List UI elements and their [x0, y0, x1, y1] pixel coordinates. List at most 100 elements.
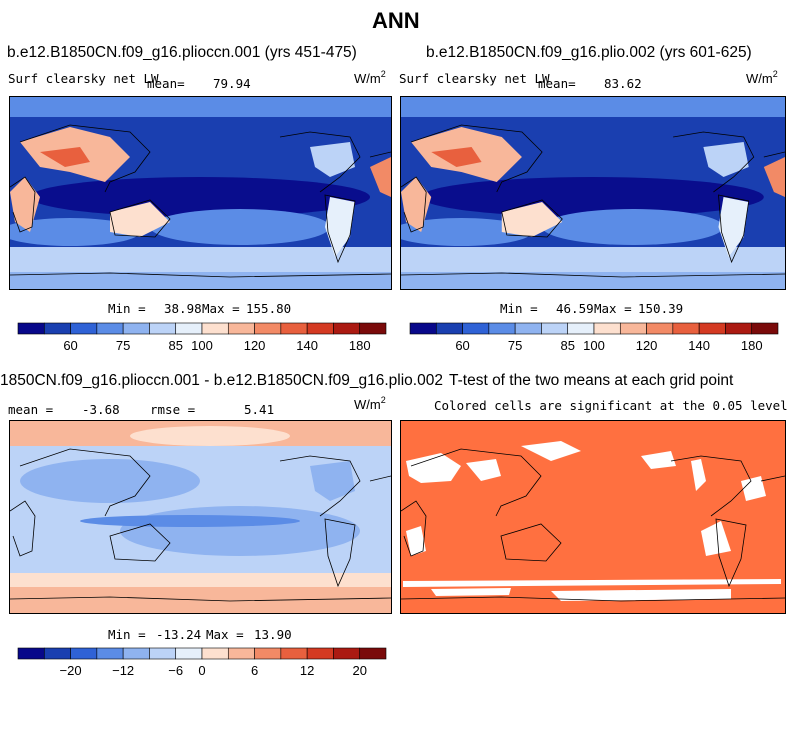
panel1-min-label: Min =	[108, 301, 146, 316]
colorbar-swatch	[306, 647, 334, 660]
colorbar-tick-label: 75	[116, 338, 130, 353]
colorbar-swatch	[201, 647, 229, 660]
panel1-case-title: b.e12.B1850CN.f09_g16.pliocсn.001 (yrs 4…	[7, 44, 357, 61]
colorbar-swatch	[254, 322, 282, 335]
map-southamerica	[325, 197, 355, 257]
colorbar-swatch	[409, 322, 437, 335]
panel3-colorbar: −20 −12 −6 0 6 12 20	[17, 647, 387, 678]
map-australia	[501, 202, 563, 237]
panel1-colorbar: 60 75 85 100 120 140 180	[17, 322, 387, 353]
panel4-map-svg	[401, 421, 785, 613]
colorbar-swatch	[359, 647, 387, 660]
map-subtropic-indian	[10, 218, 140, 246]
colorbar-swatch	[280, 322, 308, 335]
panel3-map	[9, 420, 392, 614]
panel2-units-base: W/m	[746, 71, 773, 86]
colorbar-swatch	[488, 322, 516, 335]
map-coastlines	[401, 124, 785, 278]
colorbar-swatch	[175, 647, 203, 660]
colorbar-swatch	[17, 322, 45, 335]
colorbar-tick-label: −12	[112, 663, 134, 678]
panel2-colorbar: 60 75 85 100 120 140 180	[409, 322, 779, 353]
panel3-mean-value: -3.68	[82, 402, 120, 417]
map-subtropic-pacific	[542, 209, 724, 245]
panel3-rmse-label: rmse =	[150, 402, 196, 417]
colorbar-swatch	[333, 322, 361, 335]
colorbar-swatch	[122, 647, 150, 660]
colorbar-swatch	[149, 322, 177, 335]
panel4-case-title: T-test of the two means at each grid poi…	[449, 372, 734, 389]
colorbar-swatch	[333, 647, 361, 660]
colorbar-tick-label: 85	[168, 338, 182, 353]
colorbar-tick-label: −20	[60, 663, 82, 678]
colorbar-swatch	[567, 322, 595, 335]
colorbar-swatch	[96, 322, 124, 335]
panel1-units: W/m2	[354, 69, 386, 86]
colorbar-swatch	[96, 647, 124, 660]
panel2-variable-label: Surf clearsky net LW	[399, 71, 550, 86]
colorbar-swatch	[227, 647, 255, 660]
colorbar-swatch	[149, 647, 177, 660]
colorbar-swatch	[514, 322, 542, 335]
map-itcz-diff	[80, 515, 300, 527]
colorbar-swatch	[672, 322, 700, 335]
panel1-units-exp: 2	[380, 69, 386, 79]
colorbar-swatch	[619, 322, 647, 335]
map-southamerica	[718, 197, 749, 257]
colorbar-swatch	[751, 322, 779, 335]
panel2-min-value: 46.59	[556, 301, 594, 316]
map-tropical-low	[30, 177, 370, 217]
map-north-pacific	[20, 459, 200, 503]
panel2-units: W/m2	[746, 69, 778, 86]
colorbar-tick-label: −6	[168, 663, 183, 678]
colorbar-swatch	[201, 322, 229, 335]
colorbar-tick-label: 12	[300, 663, 314, 678]
colorbar-swatch	[175, 322, 203, 335]
colorbar-tick-label: 60	[455, 338, 469, 353]
map-antarctic-band	[10, 272, 391, 289]
map-coastlines	[10, 124, 391, 278]
colorbar-swatch	[646, 322, 674, 335]
map-arctic-band	[10, 97, 391, 117]
map-southern-warm	[10, 573, 391, 587]
map-asia-hot	[431, 147, 482, 167]
colorbar-tick-label: 100	[583, 338, 605, 353]
panel1-map-svg	[10, 97, 391, 289]
colorbar-tick-label: 75	[508, 338, 522, 353]
colorbar-swatch	[70, 647, 98, 660]
panel3-mean-label: mean =	[8, 402, 54, 417]
colorbar-tick-label: 100	[191, 338, 213, 353]
map-northamerica	[310, 142, 355, 177]
panel2-mean-label: mean=	[538, 76, 576, 91]
map-australia	[110, 202, 170, 237]
panel1-mean-label: mean=	[147, 76, 185, 91]
panel2-min-label: Min =	[500, 301, 538, 316]
map-na-diff	[310, 461, 355, 501]
colorbar-tick-label: 180	[741, 338, 763, 353]
panel2-case-title: b.e12.B1850CN.f09_g16.plio.002 (yrs 601-…	[426, 44, 752, 61]
colorbar-tick-label: 120	[244, 338, 266, 353]
panel2-max-label: Max =	[594, 301, 632, 316]
panel2-max-value: 150.39	[638, 301, 684, 316]
panel1-units-base: W/m	[354, 71, 381, 86]
colorbar-tick-label: 85	[560, 338, 574, 353]
colorbar-tick-label: 60	[63, 338, 77, 353]
ttest-insignificant-cells	[403, 441, 781, 601]
colorbar-swatch	[43, 322, 71, 335]
panel3-max-value: 13.90	[254, 627, 292, 642]
map-coastlines	[10, 448, 391, 602]
panel3-units-exp: 2	[380, 395, 386, 405]
panel1-max-value: 155.80	[246, 301, 292, 316]
panel3-case-title: 1850CN.f09_g16.pliocсn.001 - b.e12.B1850…	[0, 372, 443, 389]
panel2-units-exp: 2	[772, 69, 778, 79]
panel1-map	[9, 96, 392, 290]
map-southern-band	[10, 247, 391, 272]
colorbar-swatch	[435, 322, 463, 335]
colorbar-swatch	[43, 647, 71, 660]
panel3-rmse-value: 5.41	[244, 402, 275, 417]
colorbar-swatch	[462, 322, 490, 335]
colorbar-tick-label: 6	[251, 663, 258, 678]
colorbar-swatch	[227, 322, 255, 335]
panel3-max-label: Max =	[206, 627, 244, 642]
colorbar-tick-label: 140	[688, 338, 710, 353]
